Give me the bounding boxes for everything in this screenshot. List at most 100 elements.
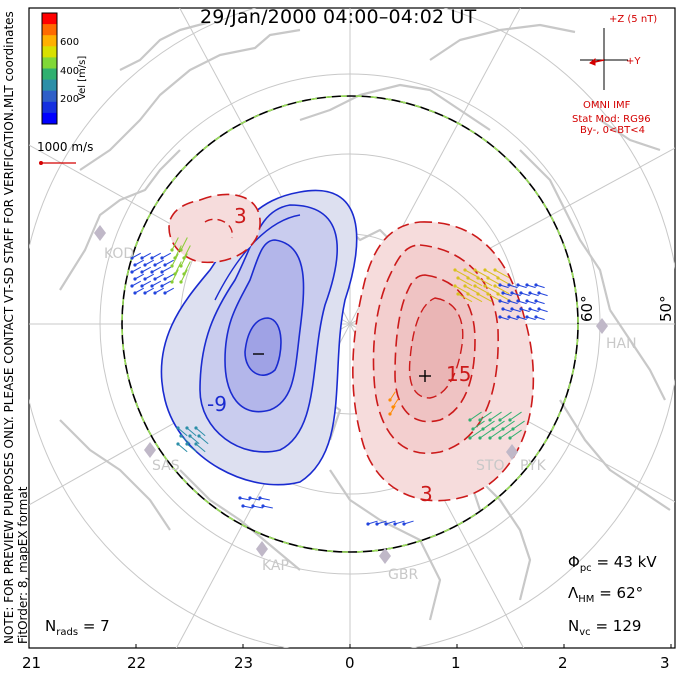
stat-model: Stat Mod: RG96 [572, 114, 651, 125]
colorbar-swatch [42, 90, 57, 103]
velocity-vector [189, 435, 200, 445]
velocity-vector [477, 277, 493, 287]
velocity-vector [499, 300, 509, 305]
colorbar-swatch [42, 24, 57, 36]
velocity-vector [517, 316, 527, 321]
velocity-vector [180, 253, 188, 267]
velocity-vector [484, 285, 500, 295]
imf-dial [580, 28, 628, 90]
velocity-vector [259, 497, 270, 501]
velocity-vector [538, 308, 548, 313]
lat-label-60: 60° [578, 295, 596, 322]
velocity-vector [131, 266, 142, 273]
velocity-vector [180, 435, 191, 445]
station-sas: SAS [152, 458, 180, 474]
colorbar-tick-400: 400 [60, 66, 80, 77]
velocity-vector [472, 420, 485, 430]
velocity-vector [262, 505, 273, 509]
velocity-vector [144, 259, 155, 266]
velocity-vector [141, 266, 152, 273]
velocity-vector [249, 497, 260, 501]
velocity-vector [520, 292, 530, 297]
contour-label-3-dawn: 3 [234, 204, 247, 228]
velocity-vector [502, 292, 512, 297]
velocity-vector [454, 269, 470, 279]
colorbar [41, 12, 58, 125]
velocity-vector [526, 284, 536, 289]
colorbar-swatch [42, 35, 57, 47]
velocity-vector [502, 420, 515, 430]
velocity-vector [392, 398, 399, 408]
velocity-vector [144, 287, 155, 294]
velocity-vector [177, 427, 188, 437]
colorbar-tick-600: 600 [60, 37, 80, 48]
colorbar-swatch [42, 57, 57, 69]
velocity-vector [479, 429, 492, 439]
preview-note: NOTE: FOR PREVIEW PURPOSES ONLY. PLEASE … [2, 108, 16, 644]
velocity-vector [511, 308, 521, 313]
velocity-vector [198, 435, 209, 445]
velocity-vector [499, 429, 512, 439]
velocity-vector [499, 411, 512, 421]
velocity-vector [499, 284, 509, 289]
velocity-vector [511, 292, 521, 297]
velocity-vector [492, 420, 505, 430]
velocity-vector [482, 420, 495, 430]
velocity-vector [151, 280, 162, 287]
vector-scale-arrow [39, 161, 76, 165]
station-han: HAN [606, 336, 637, 352]
velocity-vector [457, 293, 473, 303]
coordinates-label: MLT coordinates [2, 11, 16, 108]
velocity-vector [489, 411, 502, 421]
velocity-vector [171, 237, 179, 251]
velocity-vector [529, 308, 539, 313]
velocity-vector [141, 280, 152, 287]
mlt-label-0: 0 [345, 654, 355, 672]
velocity-vector [457, 277, 473, 287]
mlt-label-3: 3 [660, 654, 670, 672]
velocity-vector [494, 269, 510, 279]
mlt-label-22: 22 [127, 654, 147, 672]
velocity-vector [134, 273, 145, 280]
velocity-vector [151, 252, 162, 259]
velocity-vector [502, 308, 512, 313]
velocity-vector [467, 293, 483, 303]
velocity-vector [239, 497, 250, 501]
velocity-vectors [130, 237, 548, 526]
station-marker-gbr [379, 548, 391, 564]
velocity-vector [469, 411, 482, 421]
vector-count: Nvc = 129 [568, 617, 642, 638]
plot-frame [28, 7, 676, 649]
velocity-vector [494, 285, 510, 295]
lat-label-50: 50° [657, 295, 675, 322]
velocity-vector [174, 245, 182, 259]
velocity-vector [467, 277, 483, 287]
mlt-label-23: 23 [234, 654, 254, 672]
velocity-vector [154, 273, 165, 280]
colorbar-swatch [42, 112, 57, 125]
velocity-vector [174, 261, 182, 275]
velocity-vector [454, 285, 470, 295]
radar-count: Nrads = 7 [45, 617, 110, 638]
velocity-vector [134, 259, 145, 266]
station-kap: KAP [262, 558, 289, 574]
velocity-vector [512, 420, 525, 430]
station-marker-kod [94, 225, 106, 241]
mlt-label-2: 2 [558, 654, 568, 672]
imf-z-label: +Z (5 nT) [609, 14, 658, 25]
velocity-vector [131, 280, 142, 287]
station-marker-kap [256, 541, 268, 557]
velocity-vector [535, 316, 545, 321]
vector-scale-label: 1000 m/s [37, 140, 94, 154]
velocity-vector [164, 273, 175, 280]
velocity-vector [144, 273, 155, 280]
velocity-vector [195, 443, 206, 453]
velocity-vector [177, 443, 188, 453]
velocity-vector [385, 520, 396, 525]
velocity-vector [389, 405, 396, 415]
velocity-vector [161, 266, 172, 273]
velocity-vector [180, 269, 188, 283]
station-marker-han [596, 318, 608, 334]
velocity-vector [154, 259, 165, 266]
